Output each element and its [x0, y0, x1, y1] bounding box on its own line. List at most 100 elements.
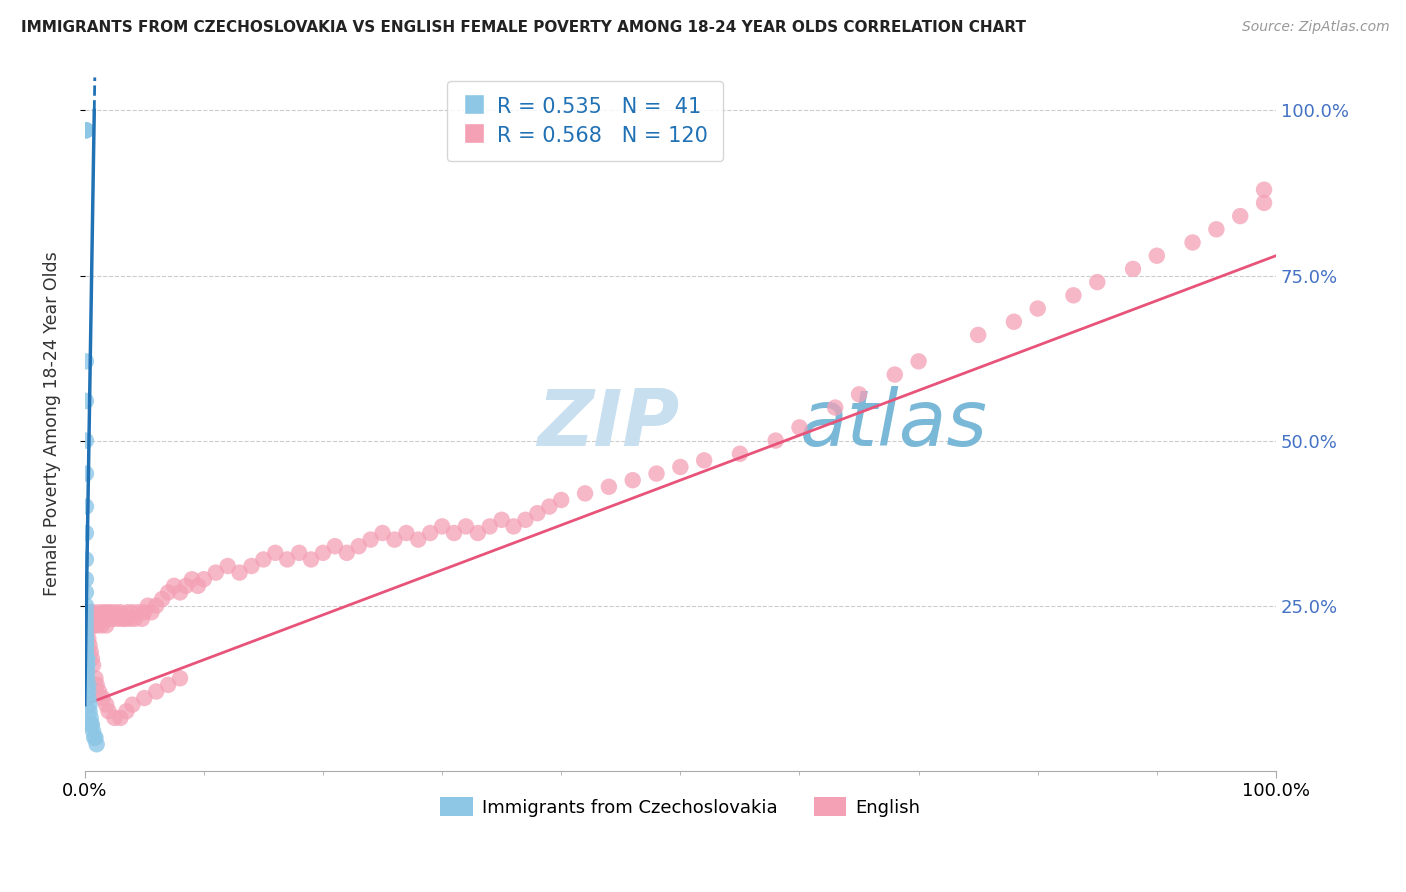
Point: [77, 618, 100, 632]
Point: [117, 605, 139, 619]
Point: [157, 585, 180, 599]
Point: [883, 368, 905, 382]
Point: [193, 572, 215, 586]
Point: [80, 645, 103, 659]
Point: [96, 618, 118, 632]
Point: [181, 572, 204, 586]
Point: [430, 519, 453, 533]
Point: [1122, 261, 1144, 276]
Text: ZIP: ZIP: [537, 386, 679, 462]
Point: [169, 585, 191, 599]
Point: [118, 612, 141, 626]
Point: [79, 638, 101, 652]
Point: [252, 552, 274, 566]
Point: [86, 678, 108, 692]
Point: [406, 533, 429, 547]
Point: [443, 526, 465, 541]
Point: [104, 605, 127, 619]
Point: [136, 599, 159, 613]
Point: [103, 711, 125, 725]
Point: [336, 546, 359, 560]
Text: Source: ZipAtlas.com: Source: ZipAtlas.com: [1241, 20, 1389, 34]
Point: [145, 684, 167, 698]
Point: [174, 579, 197, 593]
Point: [276, 552, 298, 566]
Y-axis label: Female Poverty Among 18-24 Year Olds: Female Poverty Among 18-24 Year Olds: [44, 252, 60, 597]
Point: [515, 513, 537, 527]
Point: [100, 605, 122, 619]
Point: [79, 698, 101, 712]
Point: [134, 691, 156, 706]
Point: [79, 704, 101, 718]
Point: [1181, 235, 1204, 250]
Point: [83, 618, 105, 632]
Point: [1253, 183, 1275, 197]
Point: [75, 123, 97, 137]
Point: [83, 612, 105, 626]
Point: [86, 737, 108, 751]
Point: [83, 731, 105, 745]
Point: [264, 546, 287, 560]
Point: [96, 698, 118, 712]
Point: [454, 519, 477, 533]
Point: [131, 612, 153, 626]
Point: [75, 394, 97, 409]
Point: [111, 612, 134, 626]
Point: [80, 711, 103, 725]
Point: [75, 612, 97, 626]
Point: [75, 354, 97, 368]
Point: [1085, 275, 1108, 289]
Point: [91, 691, 114, 706]
Point: [96, 605, 118, 619]
Point: [76, 665, 98, 679]
Point: [76, 658, 98, 673]
Point: [728, 447, 751, 461]
Point: [621, 473, 644, 487]
Point: [240, 559, 263, 574]
Point: [76, 671, 98, 685]
Point: [77, 691, 100, 706]
Point: [1062, 288, 1084, 302]
Point: [90, 618, 112, 632]
Point: [76, 625, 98, 640]
Point: [110, 605, 132, 619]
Text: atlas: atlas: [800, 386, 987, 462]
Point: [1002, 315, 1025, 329]
Point: [94, 612, 117, 626]
Point: [693, 453, 716, 467]
Point: [80, 717, 103, 731]
Point: [82, 724, 104, 739]
Point: [163, 579, 186, 593]
Point: [75, 500, 97, 514]
Point: [91, 612, 114, 626]
Point: [75, 625, 97, 640]
Point: [107, 612, 129, 626]
Point: [323, 539, 346, 553]
Point: [75, 599, 97, 613]
Point: [347, 539, 370, 553]
Point: [114, 612, 136, 626]
Point: [75, 552, 97, 566]
Point: [84, 731, 107, 745]
Point: [848, 387, 870, 401]
Point: [526, 506, 548, 520]
Point: [765, 434, 787, 448]
Point: [187, 579, 209, 593]
Point: [89, 612, 111, 626]
Point: [75, 585, 97, 599]
Point: [127, 605, 149, 619]
Point: [574, 486, 596, 500]
Point: [75, 572, 97, 586]
Point: [1146, 249, 1168, 263]
Point: [502, 519, 524, 533]
Point: [80, 612, 103, 626]
Point: [598, 480, 620, 494]
Point: [157, 678, 180, 692]
Point: [395, 526, 418, 541]
Point: [204, 566, 226, 580]
Point: [124, 612, 146, 626]
Point: [538, 500, 561, 514]
Point: [121, 698, 143, 712]
Point: [75, 526, 97, 541]
Point: [97, 704, 120, 718]
